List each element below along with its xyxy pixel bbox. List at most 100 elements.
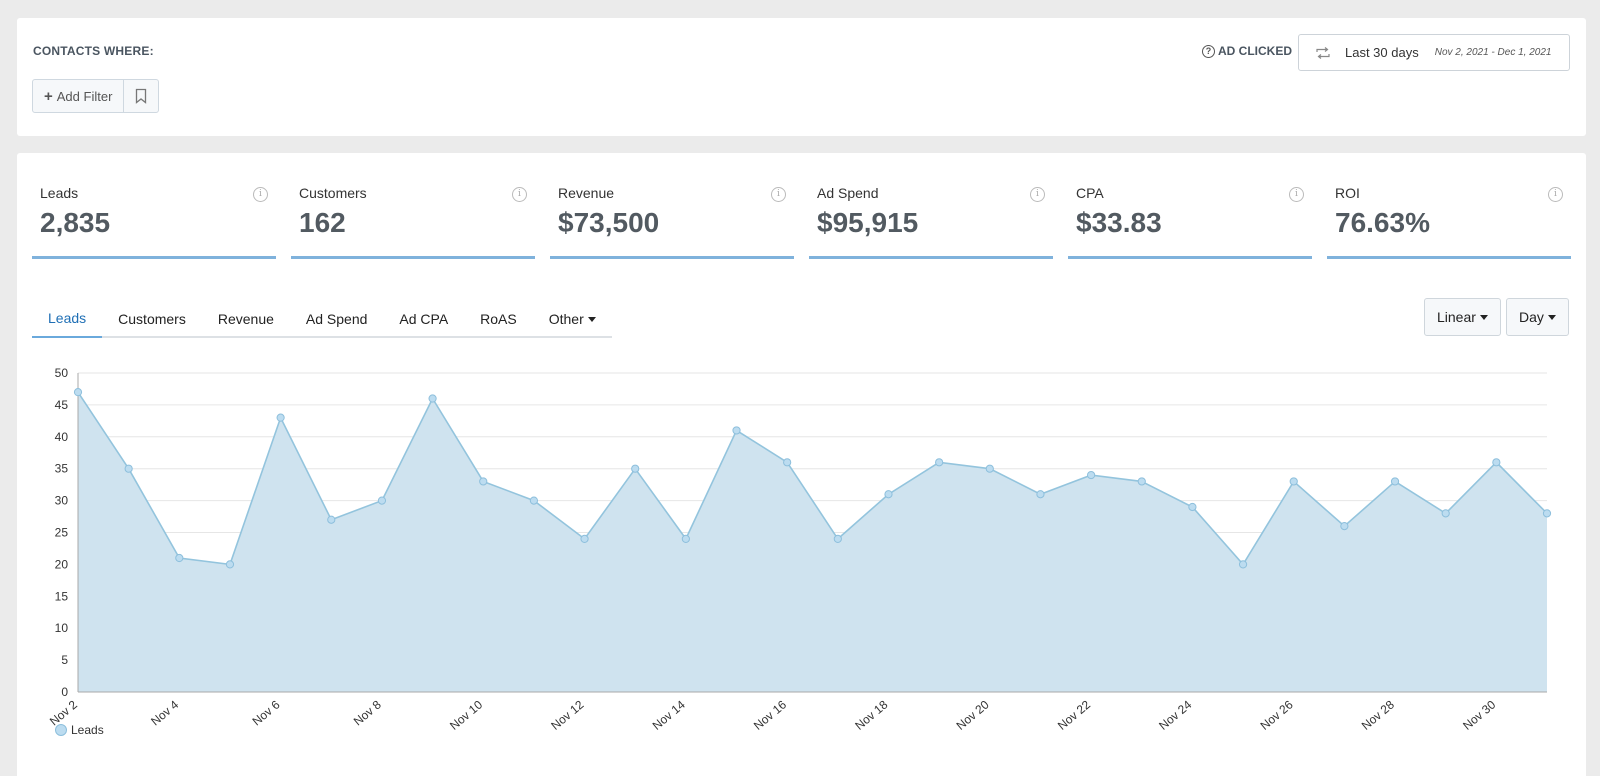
x-tick-label: Nov 24: [1156, 697, 1194, 732]
bookmark-icon: [136, 88, 147, 104]
plus-icon: +: [44, 87, 53, 105]
leads-line: [77, 391, 1548, 566]
y-tick-label: 45: [55, 398, 69, 412]
stat-card-revenue[interactable]: Revenue $73,500 i: [550, 175, 794, 259]
stat-value: 76.63%: [1335, 207, 1430, 238]
info-icon[interactable]: i: [1289, 187, 1304, 202]
data-point-nov-21: [1036, 490, 1045, 499]
x-tick-label: Nov 18: [852, 697, 890, 732]
stat-label: Ad Spend: [817, 185, 879, 201]
info-icon[interactable]: i: [771, 187, 786, 202]
data-point-nov-5: [225, 560, 235, 569]
stat-value: $73,500: [558, 207, 660, 238]
ad-clicked-selector[interactable]: ? AD CLICKED: [1202, 44, 1292, 58]
tab-roas[interactable]: RoAS: [480, 311, 517, 327]
tab-other[interactable]: Other: [533, 300, 612, 338]
data-point-nov-8: [377, 496, 387, 505]
info-icon[interactable]: i: [1548, 187, 1563, 202]
info-icon[interactable]: i: [1030, 187, 1045, 202]
x-tick-label: Nov 4: [148, 697, 181, 728]
x-tick-label: Nov 6: [250, 697, 283, 728]
data-point-nov-18: [884, 490, 893, 499]
contacts-where-label: CONTACTS WHERE:: [33, 44, 154, 58]
y-tick-label: 35: [55, 462, 69, 476]
data-point-nov-13: [631, 464, 640, 473]
data-point-nov-28: [1390, 477, 1400, 486]
data-point-nov-7: [327, 515, 336, 524]
stat-label: Revenue: [558, 185, 615, 201]
filter-button-group: + Add Filter: [32, 79, 160, 113]
bookmark-button[interactable]: [124, 80, 158, 112]
data-point-nov-16: [783, 458, 792, 467]
data-point-dec-1: [1542, 509, 1552, 518]
scale-dropdown[interactable]: Linear: [1424, 298, 1501, 336]
stat-label: Leads: [40, 185, 79, 201]
stat-value: $33.83: [1076, 207, 1162, 238]
date-range-dates: Nov 2, 2021 - Dec 1, 2021: [1434, 47, 1552, 58]
leads-area: [78, 392, 1547, 692]
data-point-nov-14: [681, 534, 690, 543]
add-filter-button[interactable]: + Add Filter: [33, 80, 125, 112]
tab-ad-cpa[interactable]: Ad CPA: [399, 311, 449, 327]
stat-card-roi[interactable]: ROI 76.63% i: [1327, 175, 1571, 259]
stat-label: CPA: [1076, 185, 1104, 201]
x-tick-label: Nov 20: [954, 697, 992, 732]
data-point-nov-24: [1188, 502, 1197, 512]
tab-ad-spend[interactable]: Ad Spend: [305, 311, 368, 327]
caret-down-icon: [587, 316, 596, 322]
filter-panel: CONTACTS WHERE: + Add Filter ? AD CLICKE…: [17, 18, 1586, 136]
stat-value: 2,835: [40, 207, 111, 238]
data-point-nov-6: [276, 413, 285, 422]
data-point-nov-19: [935, 458, 944, 467]
date-range-label: Last 30 days: [1345, 45, 1419, 60]
y-tick-label: 30: [55, 494, 69, 508]
y-tick-label: 0: [61, 685, 68, 699]
x-tick-label: Nov 8: [351, 697, 384, 728]
data-point-nov-15: [732, 426, 741, 435]
data-point-nov-20: [985, 464, 994, 473]
metric-tabs: Leads Customers Revenue Ad Spend Ad CPA …: [32, 300, 612, 338]
ad-clicked-label: AD CLICKED: [1218, 44, 1292, 58]
x-tick-label: Nov 22: [1055, 697, 1093, 732]
data-point-nov-3: [124, 464, 133, 473]
info-icon[interactable]: i: [253, 187, 268, 202]
y-tick-label: 10: [55, 621, 69, 635]
data-point-nov-30: [1492, 458, 1501, 467]
tab-leads[interactable]: Leads: [32, 300, 103, 338]
caret-down-icon: [1479, 314, 1488, 320]
refresh-icon: [1316, 46, 1330, 59]
x-tick-label: Nov 10: [447, 697, 485, 732]
tab-revenue[interactable]: Revenue: [217, 311, 274, 327]
x-tick-label: Nov 28: [1359, 697, 1397, 732]
stat-label: Customers: [299, 185, 367, 201]
y-tick-label: 15: [55, 589, 69, 603]
data-point-nov-25: [1238, 560, 1248, 569]
stat-card-ad-spend[interactable]: Ad Spend $95,915 i: [809, 175, 1053, 259]
y-tick-label: 20: [55, 557, 69, 571]
help-icon[interactable]: ?: [1202, 44, 1215, 58]
scale-dropdown-label: Linear: [1437, 309, 1476, 325]
interval-dropdown[interactable]: Day: [1506, 298, 1569, 336]
stat-card-customers[interactable]: Customers 162 i: [291, 175, 535, 259]
data-point-nov-29: [1441, 509, 1450, 518]
stat-card-leads[interactable]: Leads 2,835 i: [32, 175, 276, 259]
x-tick-label: Nov 12: [548, 697, 586, 732]
date-range-picker[interactable]: Last 30 days Nov 2, 2021 - Dec 1, 2021: [1298, 34, 1570, 71]
y-tick-label: 40: [55, 430, 69, 444]
stat-label: ROI: [1335, 185, 1360, 201]
x-tick-label: Nov 30: [1460, 697, 1498, 732]
data-point-nov-9: [428, 394, 437, 403]
x-tick-label: Nov 16: [751, 697, 789, 732]
info-icon[interactable]: i: [512, 187, 527, 202]
stat-card-cpa[interactable]: CPA $33.83 i: [1068, 175, 1312, 259]
tab-customers[interactable]: Customers: [118, 311, 186, 327]
legend-marker: [55, 724, 67, 736]
data-point-nov-23: [1137, 477, 1146, 486]
stat-value: 162: [299, 207, 346, 238]
tab-other-label: Other: [548, 311, 584, 327]
data-point-nov-27: [1340, 522, 1349, 531]
data-point-nov-22: [1087, 470, 1096, 480]
y-tick-label: 5: [61, 653, 68, 667]
data-point-nov-17: [833, 534, 842, 543]
